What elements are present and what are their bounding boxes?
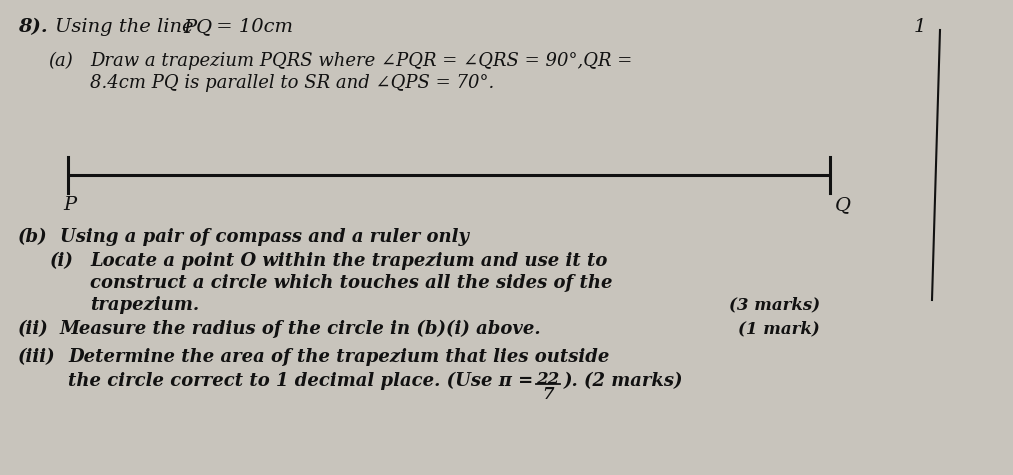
Text: Using the line: Using the line <box>55 18 200 36</box>
Text: the circle correct to 1 decimal place. (Use π =: the circle correct to 1 decimal place. (… <box>68 372 540 390</box>
Text: Measure the radius of the circle in (b)(i) above.: Measure the radius of the circle in (b)(… <box>60 320 542 338</box>
Text: 8.4cm PQ is parallel to SR and ∠QPS = 70°.: 8.4cm PQ is parallel to SR and ∠QPS = 70… <box>90 74 494 92</box>
Text: (1 mark): (1 mark) <box>738 320 820 337</box>
Text: Q: Q <box>835 196 851 214</box>
Text: P: P <box>63 196 76 214</box>
Text: (a): (a) <box>48 52 73 70</box>
Text: 8).: 8). <box>18 18 48 36</box>
Text: (ii): (ii) <box>18 320 49 338</box>
Text: (i): (i) <box>50 252 74 270</box>
Text: Determine the area of the trapezium that lies outside: Determine the area of the trapezium that… <box>68 348 610 366</box>
Text: = 10cm: = 10cm <box>210 18 293 36</box>
Text: (3 marks): (3 marks) <box>729 296 820 313</box>
Text: trapezium.: trapezium. <box>90 296 200 314</box>
Text: 22: 22 <box>536 371 559 388</box>
Text: PQ: PQ <box>183 18 212 36</box>
Text: ). (2 marks): ). (2 marks) <box>564 372 684 390</box>
Text: Using a pair of compass and a ruler only: Using a pair of compass and a ruler only <box>60 228 469 246</box>
Text: (iii): (iii) <box>18 348 56 366</box>
Text: construct a circle which touches all the sides of the: construct a circle which touches all the… <box>90 274 613 292</box>
Text: Draw a trapezium PQRS where ∠PQR = ∠QRS = 90°,QR =: Draw a trapezium PQRS where ∠PQR = ∠QRS … <box>90 52 632 70</box>
Text: (b): (b) <box>18 228 48 246</box>
Text: Locate a point O within the trapezium and use it to: Locate a point O within the trapezium an… <box>90 252 608 270</box>
Text: 7: 7 <box>542 386 554 403</box>
Text: 1: 1 <box>914 18 926 36</box>
